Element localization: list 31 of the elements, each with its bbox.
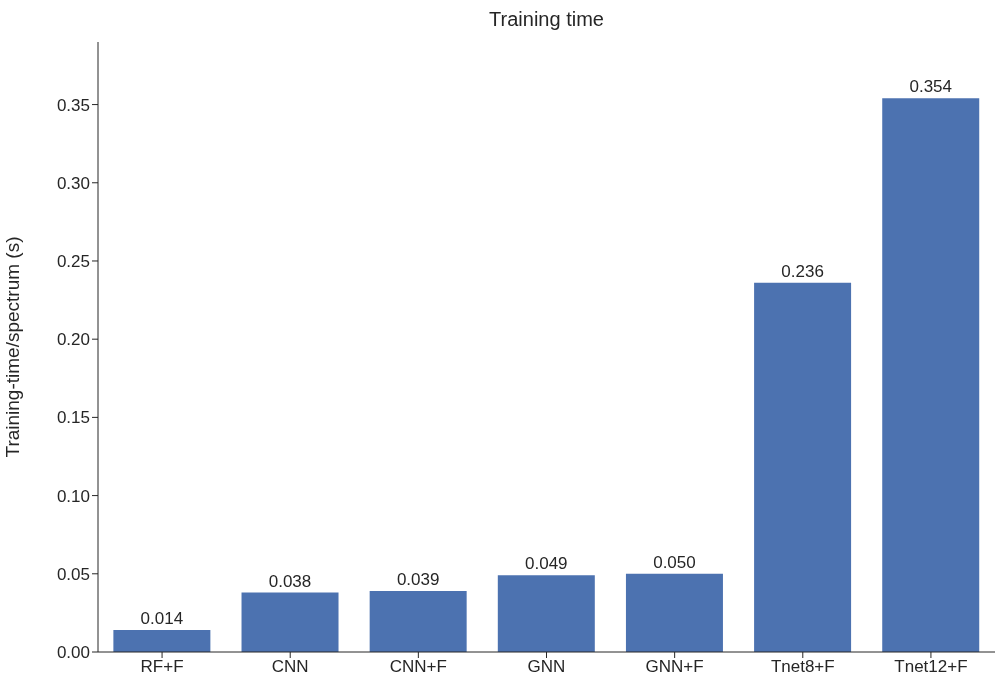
data-label: 0.050 [653,552,696,572]
bar [113,630,211,652]
bar [241,592,339,652]
data-label: 0.354 [909,77,953,97]
x-tick-label: GNN [527,657,566,677]
y-tick-label: 0.15 [56,408,90,428]
bar [369,591,467,652]
data-label: 0.014 [140,609,184,629]
data-label: 0.049 [525,554,568,574]
y-tick-label: 0.35 [56,95,90,115]
y-axis-title: Training-time/spectrum (s) [1,236,23,458]
chart-title: Training time [488,8,605,31]
bar [497,575,595,652]
data-label: 0.236 [781,261,824,281]
y-tick-label: 0.00 [56,643,90,663]
x-tick-label: CNN+F [389,657,447,677]
y-tick-label: 0.05 [56,564,90,584]
x-tick-label: GNN+F [645,657,704,677]
x-tick-label: Tnet8+F [770,657,835,677]
y-tick-label: 0.10 [56,486,90,506]
bar [625,573,723,652]
data-label: 0.038 [268,571,312,591]
bar [882,98,980,652]
bar [754,282,852,652]
x-tick-label: CNN [271,657,309,677]
y-tick-label: 0.30 [56,173,90,193]
data-label: 0.039 [396,570,440,589]
x-tick-label: RF+F [140,657,184,677]
y-tick-label: 0.20 [56,330,90,350]
x-tick-label: Tnet12+F [894,657,968,677]
y-tick-label: 0.25 [56,252,90,272]
